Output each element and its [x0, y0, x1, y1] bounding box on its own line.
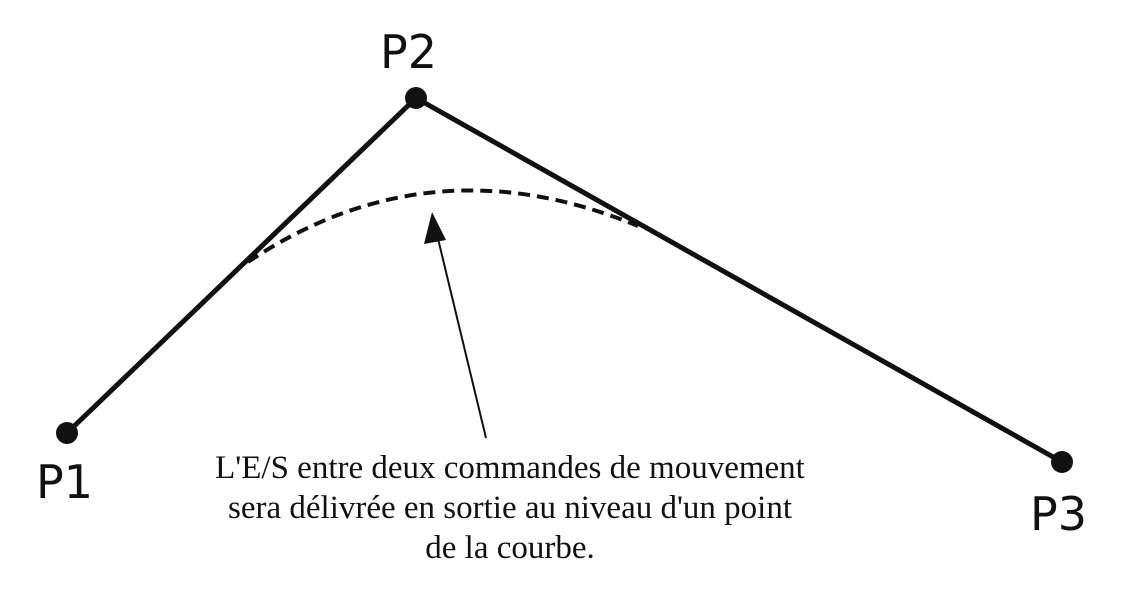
- segment-p1-p2: [64, 95, 419, 436]
- point-p3-marker: [1051, 451, 1073, 473]
- point-p2-label: P2: [380, 25, 437, 79]
- point-p1-marker: [56, 422, 78, 444]
- caption-line-3: de la courbe.: [425, 530, 595, 566]
- callout-arrowhead: [424, 212, 446, 244]
- point-p3-label: P3: [1030, 487, 1087, 541]
- caption-line-1: L'E/S entre deux commandes de mouvement: [215, 450, 805, 486]
- segment-p2-p3: [413, 95, 1065, 465]
- annotation-caption: L'E/S entre deux commandes de mouvement …: [150, 448, 870, 568]
- point-p2-marker: [405, 87, 427, 109]
- point-p1-label: P1: [36, 455, 93, 509]
- blend-curve: [246, 188, 639, 264]
- caption-line-2: sera délivrée en sortie au niveau d'un p…: [228, 490, 792, 526]
- callout-arrow: [433, 221, 487, 439]
